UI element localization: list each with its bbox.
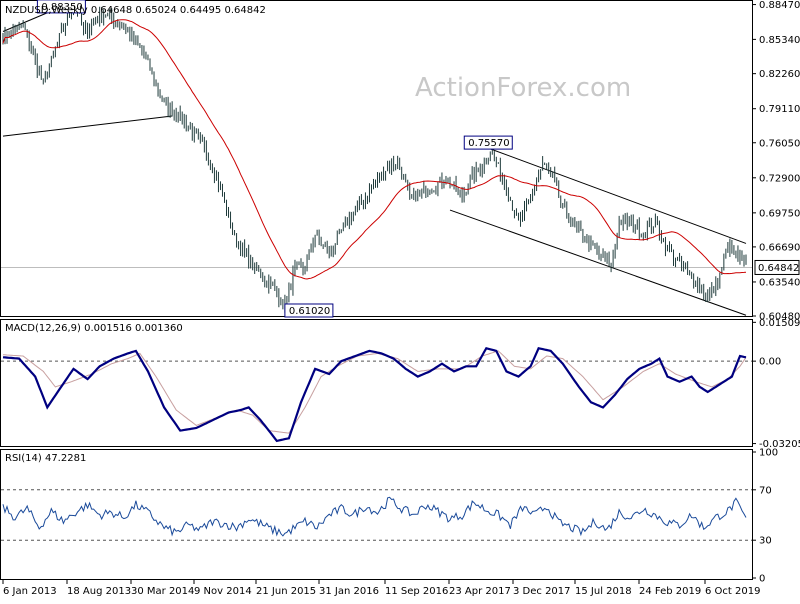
rsi-tick-label: 100 <box>759 448 778 459</box>
price-tick-label: 0.79110 <box>759 104 800 115</box>
macd-panel: 0.015093 0.00 -0.032057 <box>1 318 800 450</box>
price-tick-label: 0.66690 <box>759 242 800 253</box>
x-tick-label: 31 Jan 2016 <box>319 586 379 597</box>
rsi-title: RSI(14) 47.2281 <box>5 453 86 464</box>
ma-line <box>2 19 747 280</box>
annotation-label: 0.61020 <box>289 306 330 317</box>
x-tick-label: 15 Jul 2018 <box>575 586 632 597</box>
annotation-box <box>36 0 86 14</box>
price-annotations: 0.88350 0.75570 0.61020 <box>36 0 513 318</box>
x-tick-label: 30 Mar 2014 <box>131 586 194 597</box>
x-tick-label: 21 Jun 2015 <box>256 586 316 597</box>
moving-average <box>2 19 747 280</box>
price-tick-label: 0.82260 <box>759 69 800 80</box>
price-axis: 0.88470 0.85340 0.82260 0.79110 0.76050 0.729… <box>752 0 800 323</box>
ohlc-readout: 0.64648 0.65024 0.64495 0.64842 <box>91 5 266 16</box>
price-tick-label: 0.63540 <box>759 277 800 288</box>
x-tick-label: 11 Sep 2016 <box>385 586 448 597</box>
price-panel-frame <box>0 0 753 317</box>
price-tick-label: 0.60480 <box>759 312 800 323</box>
macd-panel-frame <box>0 319 753 447</box>
annotation-label: 0.88350 <box>41 2 82 13</box>
current-price-box <box>754 259 800 275</box>
macd-tick-label: 0.015093 <box>759 318 800 329</box>
price-trendlines <box>2 0 747 316</box>
desc-channel-lower <box>449 209 747 316</box>
rsi-panel: 100 70 30 0 <box>1 448 778 585</box>
lower-channel-line <box>2 115 173 137</box>
macd-line <box>2 347 747 443</box>
x-tick-label: 9 Nov 2014 <box>194 586 252 597</box>
annotation-box <box>284 303 334 318</box>
watermark: ActionForex.com <box>415 73 631 103</box>
annotation-box <box>463 135 513 150</box>
price-tick-label: 0.88470 <box>759 0 800 11</box>
rsi-tick-label: 0 <box>759 574 765 585</box>
macd-tick-label: 0.00 <box>759 357 781 368</box>
x-tick-label: 18 Aug 2013 <box>67 586 131 597</box>
current-price-label: 0.64842 <box>758 263 799 274</box>
signal-line <box>2 350 747 434</box>
price-tick-label: 0.69750 <box>759 208 800 219</box>
price-tick-label: 0.72900 <box>759 173 800 184</box>
x-tick-label: 6 Jan 2013 <box>3 586 57 597</box>
x-tick-label: 23 Apr 2017 <box>449 586 511 597</box>
price-candles <box>2 0 747 315</box>
x-tick-label: 24 Feb 2019 <box>639 586 701 597</box>
macd-title: MACD(12,26,9) 0.001516 0.001360 <box>5 323 183 334</box>
macd-tick-label: -0.032057 <box>759 439 800 450</box>
x-axis: 6 Jan 2013 18 Aug 2013 30 Mar 2014 9 Nov 20… <box>2 580 760 597</box>
price-title: NZDUSD,Weekly 0.64648 0.65024 0.64495 0.… <box>5 5 266 16</box>
rsi-line <box>2 496 747 537</box>
rsi-tick-label: 70 <box>759 485 772 496</box>
x-tick-label: 6 Oct 2019 <box>705 586 760 597</box>
price-tick-label: 0.76050 <box>759 138 800 149</box>
x-tick-label: 3 Dec 2017 <box>513 586 571 597</box>
rsi-tick-label: 30 <box>759 536 772 547</box>
rsi-panel-frame <box>0 449 753 580</box>
annotation-label: 0.75570 <box>468 138 509 149</box>
desc-channel-upper <box>488 147 747 244</box>
price-tick-label: 0.85340 <box>759 35 800 46</box>
